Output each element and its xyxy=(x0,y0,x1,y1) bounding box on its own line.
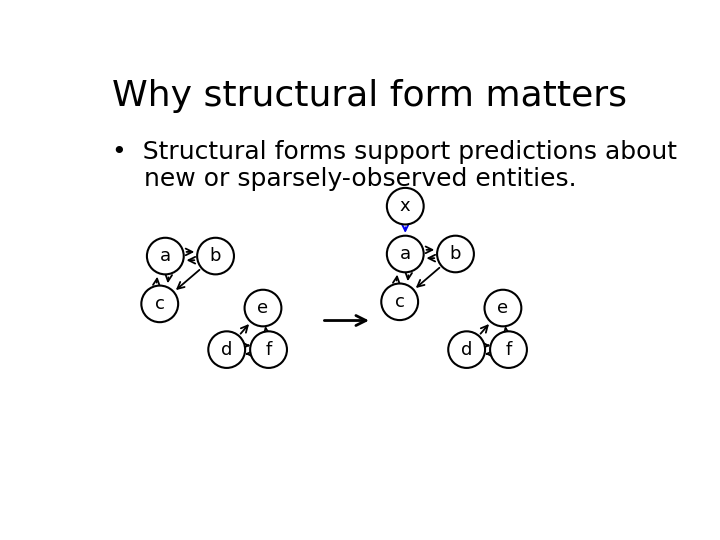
Ellipse shape xyxy=(141,286,178,322)
Text: new or sparsely-observed entities.: new or sparsely-observed entities. xyxy=(112,167,577,191)
Ellipse shape xyxy=(147,238,184,274)
Text: a: a xyxy=(400,245,411,263)
Text: e: e xyxy=(498,299,508,317)
Ellipse shape xyxy=(387,188,423,225)
Ellipse shape xyxy=(382,284,418,320)
Text: x: x xyxy=(400,197,410,215)
Ellipse shape xyxy=(485,290,521,326)
Ellipse shape xyxy=(437,235,474,272)
Ellipse shape xyxy=(250,332,287,368)
Text: c: c xyxy=(395,293,405,311)
Ellipse shape xyxy=(245,290,282,326)
Text: f: f xyxy=(266,341,271,359)
Ellipse shape xyxy=(387,235,423,272)
Text: a: a xyxy=(160,247,171,265)
Ellipse shape xyxy=(197,238,234,274)
Text: c: c xyxy=(155,295,165,313)
Ellipse shape xyxy=(449,332,485,368)
Text: d: d xyxy=(221,341,233,359)
Text: e: e xyxy=(258,299,269,317)
Text: Why structural form matters: Why structural form matters xyxy=(112,79,626,113)
Text: b: b xyxy=(450,245,462,263)
Text: d: d xyxy=(461,341,472,359)
Text: •  Structural forms support predictions about: • Structural forms support predictions a… xyxy=(112,140,678,164)
Text: f: f xyxy=(505,341,512,359)
Ellipse shape xyxy=(208,332,245,368)
Ellipse shape xyxy=(490,332,527,368)
Text: b: b xyxy=(210,247,221,265)
